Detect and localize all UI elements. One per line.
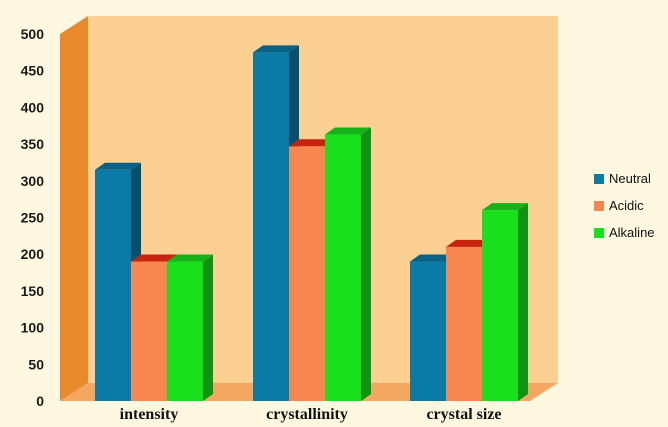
y-tick-label: 150 [21, 283, 45, 299]
bar-top [482, 203, 528, 211]
legend-swatch-alkaline [594, 228, 604, 238]
y-tick-label: 0 [36, 393, 44, 409]
y-tick-label: 100 [21, 320, 45, 336]
bar-top [131, 254, 177, 262]
bar-top [410, 254, 456, 262]
bar-top [253, 45, 299, 53]
legend-label-neutral: Neutral [609, 171, 651, 186]
y-tick-label: 350 [21, 136, 45, 152]
bars [95, 45, 528, 402]
x-axis: intensity crystallinity crystal size [120, 406, 502, 423]
bar-top [325, 127, 371, 135]
bar-front [289, 146, 325, 401]
legend-swatch-neutral [594, 174, 604, 184]
legend: Neutral Acidic Alkaline [594, 171, 655, 240]
bar-alkaline-intensity [167, 254, 213, 401]
x-tick-label: crystal size [426, 406, 501, 423]
bar-top [446, 239, 492, 247]
y-axis: 0 50 100 150 200 250 300 350 400 450 500 [21, 26, 45, 409]
legend-label-acidic: Acidic [609, 198, 644, 213]
y-tick-label: 300 [21, 173, 45, 189]
x-tick-label: intensity [120, 406, 179, 423]
bar-top [289, 139, 335, 147]
bar-front [167, 261, 203, 401]
y-tick-label: 250 [21, 210, 45, 226]
bar-top [167, 254, 213, 262]
bar-front [95, 169, 131, 401]
y-tick-label: 200 [21, 246, 45, 262]
bar-front [446, 246, 482, 401]
y-tick-label: 50 [28, 356, 44, 372]
bar-side [203, 254, 213, 401]
x-tick-label: crystallinity [266, 406, 348, 423]
y-tick-label: 500 [21, 26, 45, 42]
bar-top [95, 162, 141, 170]
bar-front [253, 52, 289, 401]
side-wall [60, 16, 88, 401]
bar-front [131, 261, 167, 401]
bar-alkaline-crystallinity [325, 127, 371, 402]
y-tick-label: 450 [21, 63, 45, 79]
legend-label-alkaline: Alkaline [609, 225, 655, 240]
y-tick-label: 400 [21, 99, 45, 115]
bar-front [325, 134, 361, 402]
bar-alkaline-crystal-size [482, 203, 528, 401]
bar-front [410, 261, 446, 401]
legend-swatch-acidic [594, 201, 604, 211]
bar-side [518, 203, 528, 401]
bar-front [482, 210, 518, 401]
bar-side [361, 127, 371, 402]
